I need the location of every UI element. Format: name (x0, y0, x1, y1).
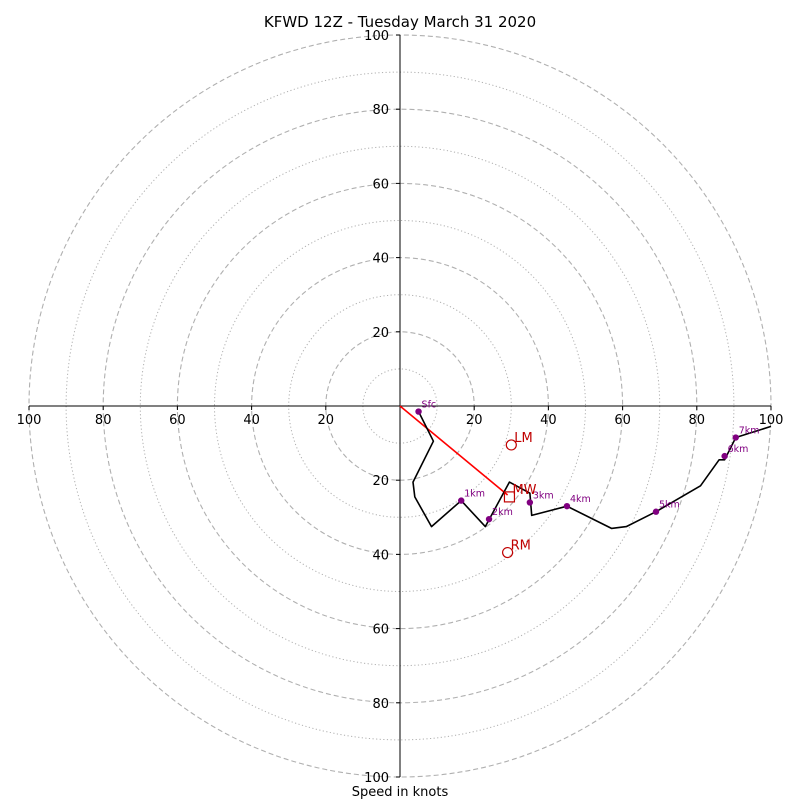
storm-motion-marker-LM (505, 439, 517, 451)
y-tick-label: 40 (372, 252, 389, 267)
y-tick-label: 20 (372, 326, 389, 341)
y-tick-label: 80 (372, 697, 389, 712)
y-tick-label: 80 (372, 103, 389, 118)
hodograph-line-0 (412, 411, 772, 530)
storm-motion-label-MW: MW (512, 483, 536, 498)
height-marker-6km (721, 452, 728, 460)
height-marker-Sfc (415, 408, 422, 415)
x-tick-label: 20 (318, 413, 335, 428)
y-tick-label: 100 (364, 29, 389, 44)
height-marker-7km (732, 434, 739, 441)
storm-motion-label-RM: RM (511, 539, 531, 554)
height-marker-1km (458, 497, 465, 504)
height-label-6km: 6km (728, 444, 749, 455)
height-label-1km: 1km (464, 489, 485, 500)
x-tick-label: 40 (243, 413, 260, 428)
x-tick-label: 20 (466, 413, 483, 428)
height-label-5km: 5km (659, 500, 680, 511)
height-label-7km: 7km (739, 426, 760, 437)
height-label-Sfc: Sfc (422, 400, 437, 411)
y-tick-label: 60 (372, 177, 389, 192)
x-tick-label: 60 (614, 413, 631, 428)
x-tick-label: 40 (540, 413, 557, 428)
hodograph-series (399, 405, 772, 530)
x-axis-label: Speed in knots (352, 785, 449, 800)
x-tick-label: 100 (17, 413, 42, 428)
tick-labels: 100 80 60 40 20 20 40 60 80 100 100 80 60 40 20 20 40 60 8… (17, 29, 784, 786)
x-tick-label: 80 (95, 413, 112, 428)
chart-title: KFWD 12Z - Tuesday March 31 2020 (264, 13, 536, 31)
height-marker-3km (526, 499, 534, 506)
x-tick-label: 100 (759, 413, 784, 428)
storm-motion-label-LM: LM (514, 431, 532, 446)
shear-vector-line (399, 405, 509, 496)
height-label-2km: 2km (492, 507, 513, 518)
height-marker-4km (563, 502, 571, 510)
height-marker-2km (485, 515, 493, 523)
storm-motion-marker-MW (503, 491, 516, 503)
height-label-3km: 3km (533, 490, 554, 501)
y-tick-label: 60 (372, 623, 389, 638)
x-tick-label: 80 (689, 413, 706, 428)
height-markers: Sfc 1km 2km 3km 4km 5km 6km 7km (415, 400, 760, 523)
height-marker-5km (652, 508, 660, 515)
x-tick-label: 60 (169, 413, 186, 428)
y-tick-label: 20 (372, 474, 389, 489)
storm-motion-markers: LM MW RM (501, 431, 537, 559)
y-tick-label: 40 (372, 548, 389, 563)
storm-motion-marker-RM (501, 546, 514, 559)
height-label-4km: 4km (570, 494, 591, 505)
y-tick-label: 100 (364, 771, 389, 786)
